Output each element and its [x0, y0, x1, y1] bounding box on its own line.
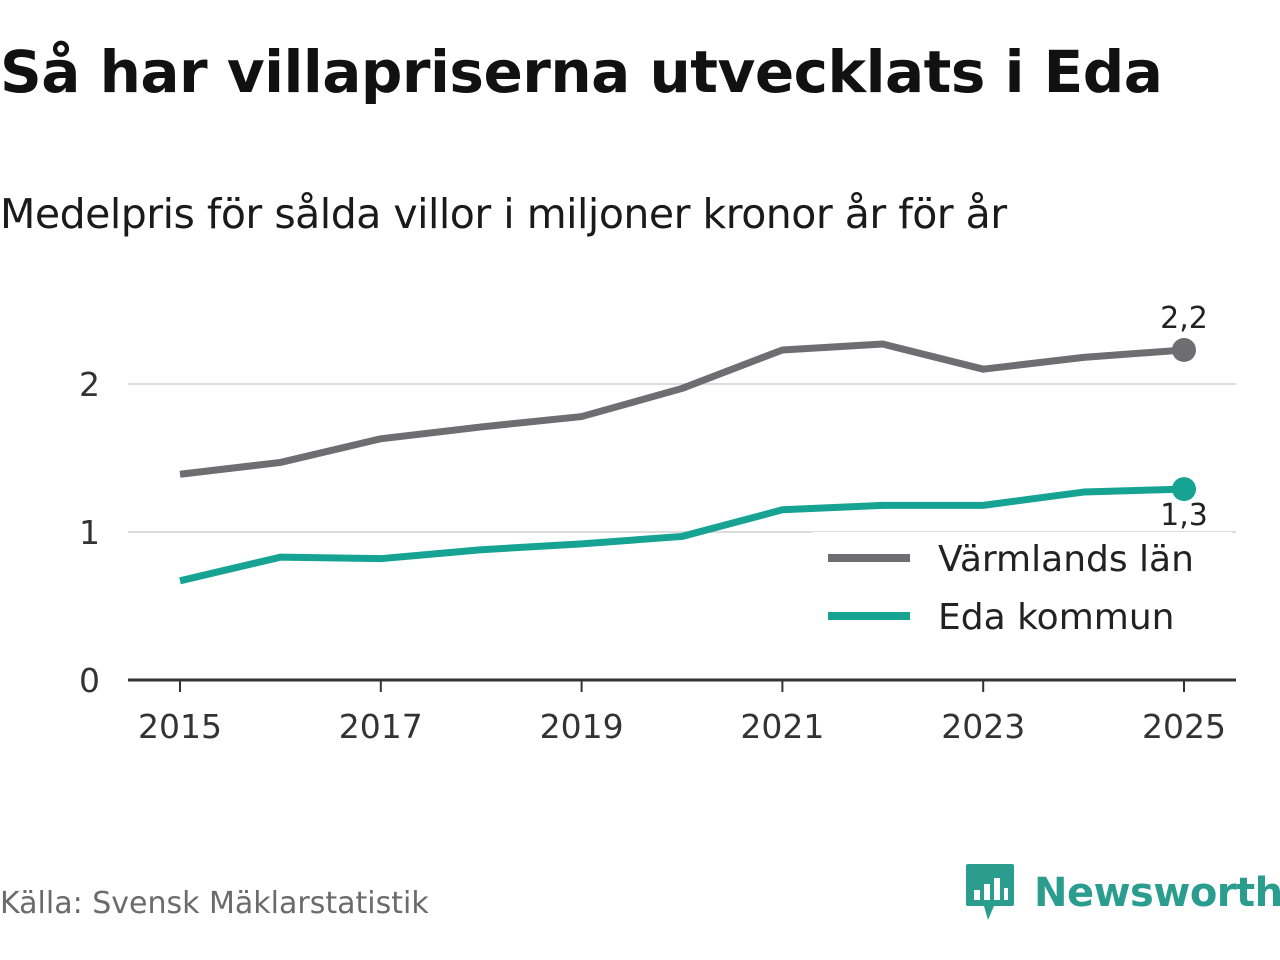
newsworthy-logo-icon: [966, 864, 1014, 920]
y-tick-label-2: 2: [79, 365, 100, 404]
x-tick-label-2015: 2015: [138, 707, 222, 746]
x-tick-label-2017: 2017: [339, 707, 423, 746]
x-tick-label-2023: 2023: [941, 707, 1025, 746]
series-line-1: [179, 485, 1185, 585]
brand-logo[interactable]: Newsworthy: [964, 862, 1280, 924]
y-tick-label-1: 1: [79, 513, 100, 552]
series-line-0: [179, 340, 1185, 478]
end-label-1: 1,3: [1160, 498, 1208, 533]
end-marker-0: [1172, 337, 1196, 362]
source-note: Källa: Svensk Mäklarstatistik: [0, 886, 429, 921]
x-tick-label-2021: 2021: [740, 707, 824, 746]
chart-title: Så har villapriserna utvecklats i Eda: [0, 38, 1163, 106]
end-marker-1: [1172, 477, 1196, 502]
end-label-0: 2,2: [1160, 301, 1208, 336]
x-tick-label-2019: 2019: [540, 707, 624, 746]
line-chart: 0 1 2 2015 2017 2019 2021 2023 2025 Värmlands län…: [79, 301, 1236, 746]
legend-label-1: Eda kommun: [938, 597, 1174, 638]
chart-subtitle: Medelpris för sålda villor i miljoner kr…: [0, 190, 1007, 238]
y-tick-label-0: 0: [79, 661, 100, 700]
legend-background: [812, 532, 1232, 644]
brand-name: Newsworthy: [1034, 870, 1280, 916]
legend-label-0: Värmlands län: [938, 539, 1194, 580]
x-tick-label-2025: 2025: [1142, 707, 1226, 746]
